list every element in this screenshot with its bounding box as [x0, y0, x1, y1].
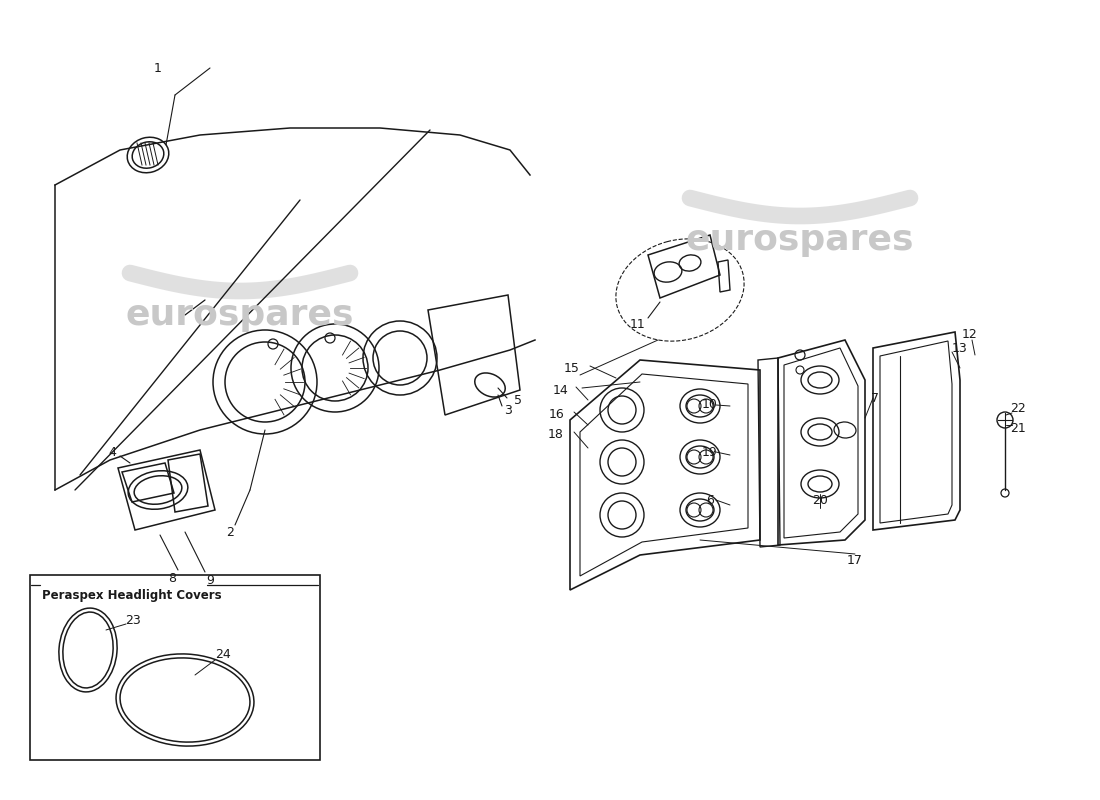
- Text: 18: 18: [548, 429, 564, 442]
- Text: 16: 16: [548, 409, 564, 422]
- Text: 9: 9: [206, 574, 213, 586]
- Text: 21: 21: [1010, 422, 1026, 434]
- Text: 13: 13: [952, 342, 968, 354]
- Text: 5: 5: [514, 394, 522, 406]
- Text: 17: 17: [847, 554, 862, 566]
- Text: 8: 8: [168, 571, 176, 585]
- Text: 19: 19: [702, 446, 718, 458]
- Text: 23: 23: [125, 614, 141, 626]
- Bar: [30, 575, 320, 760]
- Text: 12: 12: [962, 329, 978, 342]
- Text: 3: 3: [504, 403, 512, 417]
- Text: 1: 1: [154, 62, 162, 74]
- Text: 4: 4: [108, 446, 115, 458]
- Text: 6: 6: [706, 494, 714, 506]
- Text: eurospares: eurospares: [125, 298, 354, 332]
- Text: 7: 7: [871, 391, 879, 405]
- Text: 15: 15: [564, 362, 580, 374]
- Text: 22: 22: [1010, 402, 1026, 414]
- Text: 20: 20: [812, 494, 828, 506]
- Text: 11: 11: [630, 318, 646, 331]
- Text: 14: 14: [552, 383, 568, 397]
- Text: Peraspex Headlight Covers: Peraspex Headlight Covers: [42, 589, 221, 602]
- Text: eurospares: eurospares: [685, 223, 914, 257]
- Text: 10: 10: [702, 398, 718, 411]
- Text: 2: 2: [227, 526, 234, 538]
- Text: 24: 24: [216, 649, 231, 662]
